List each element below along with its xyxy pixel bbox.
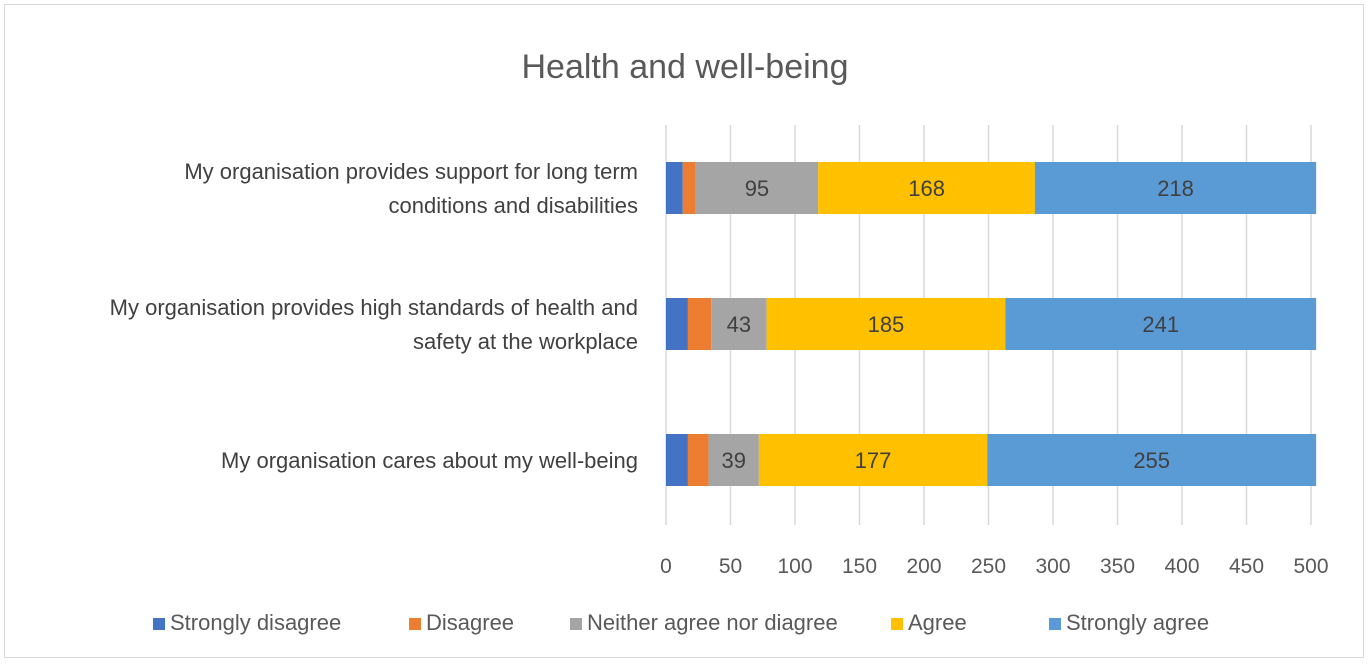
x-tick-label: 350 xyxy=(1100,555,1135,578)
x-tick-label: 250 xyxy=(971,555,1006,578)
bar-segment xyxy=(695,162,819,214)
bar-segment xyxy=(758,434,988,486)
x-tick-label: 150 xyxy=(842,555,877,578)
legend-swatch xyxy=(1049,618,1061,630)
legend-swatch xyxy=(891,618,903,630)
data-label: 255 xyxy=(1133,448,1170,473)
x-tick-label: 300 xyxy=(1035,555,1070,578)
category-label: safety at the workplace xyxy=(413,329,638,354)
bar-segment xyxy=(711,298,767,350)
legend-label: Neither agree nor diagree xyxy=(587,610,838,635)
bar-segment xyxy=(682,162,696,214)
x-tick-label: 200 xyxy=(906,555,941,578)
bar-segment xyxy=(666,162,683,214)
bar-segment xyxy=(708,434,759,486)
x-axis-ticks: 0 50 100 150 200 250 300 350 400 450 500 xyxy=(660,555,1328,578)
x-tick-label: 100 xyxy=(777,555,812,578)
category-label: My organisation provides support for lon… xyxy=(184,159,638,184)
data-label: 241 xyxy=(1142,312,1179,337)
bar-segment xyxy=(687,434,709,486)
x-tick-label: 450 xyxy=(1229,555,1264,578)
x-tick-label: 500 xyxy=(1293,555,1328,578)
bar-segment xyxy=(1034,162,1317,214)
data-label: 95 xyxy=(745,176,769,201)
category-label: conditions and disabilities xyxy=(389,193,639,218)
legend-label: Agree xyxy=(908,610,967,635)
x-tick-label: 50 xyxy=(719,555,742,578)
x-tick-label: 400 xyxy=(1164,555,1199,578)
legend-label: Strongly agree xyxy=(1066,610,1209,635)
bar-segment xyxy=(1005,298,1317,350)
legend: Strongly disagree Disagree Neither agree n… xyxy=(153,610,1209,635)
bar-segment xyxy=(987,434,1317,486)
data-label: 43 xyxy=(727,312,751,337)
bar-segment xyxy=(687,298,712,350)
legend-swatch xyxy=(570,618,582,630)
data-label: 177 xyxy=(855,448,892,473)
legend-label: Disagree xyxy=(426,610,514,635)
category-label: My organisation cares about my well-bein… xyxy=(221,448,638,473)
bar-segment xyxy=(818,162,1035,214)
legend-swatch xyxy=(153,618,165,630)
bar-segment xyxy=(766,298,1006,350)
data-label: 218 xyxy=(1157,176,1194,201)
data-label: 185 xyxy=(868,312,905,337)
chart-title: Health and well-being xyxy=(522,48,849,86)
legend-swatch xyxy=(409,618,421,630)
bar-segment xyxy=(666,298,688,350)
stacked-bar-chart: Health and well-being 95 168 218 43 185 241 39… xyxy=(110,48,1329,635)
bar-segment xyxy=(666,434,688,486)
legend-label: Strongly disagree xyxy=(170,610,341,635)
category-labels: My organisation provides support for lon… xyxy=(110,159,638,473)
chart-frame: Health and well-being 95 168 218 43 185 241 39… xyxy=(4,4,1364,658)
data-label: 39 xyxy=(721,448,745,473)
category-label: My organisation provides high standards … xyxy=(110,295,638,320)
x-tick-label: 0 xyxy=(660,555,672,578)
data-label: 168 xyxy=(908,176,945,201)
bars: 95 168 218 43 185 241 39 177 255 xyxy=(666,162,1317,486)
